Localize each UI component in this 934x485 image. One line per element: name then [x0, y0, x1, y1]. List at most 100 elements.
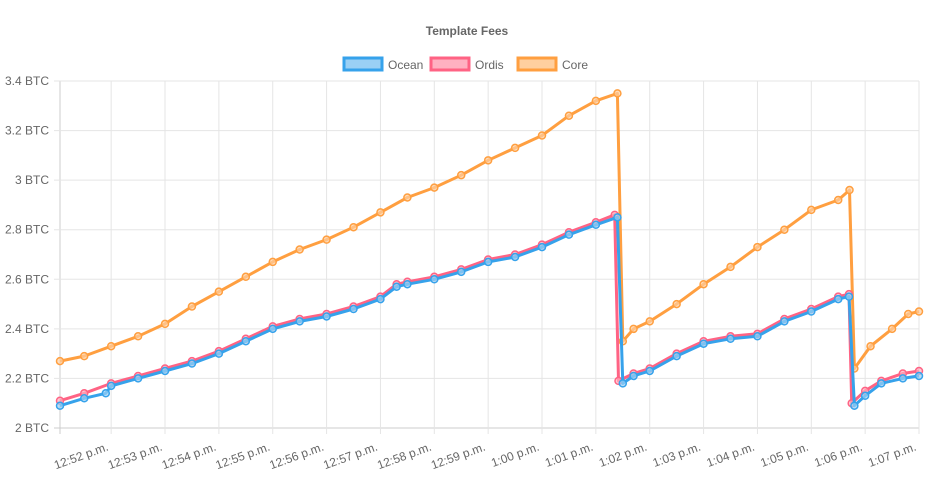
- data-point: [753, 332, 762, 341]
- data-point: [483, 257, 493, 267]
- x-tick-label: 12:56 p.m.: [268, 440, 326, 473]
- data-point: [898, 374, 908, 383]
- data-point: [55, 401, 65, 410]
- x-tick-label: 1:07 p.m.: [866, 440, 918, 470]
- data-point: [629, 324, 638, 334]
- data-point: [629, 371, 638, 381]
- data-point: [613, 213, 622, 222]
- data-point: [376, 294, 385, 304]
- data-point: [241, 337, 251, 346]
- data-point: [726, 334, 735, 344]
- y-tick-label: 3.2 BTC: [5, 124, 49, 138]
- data-point: [780, 317, 789, 326]
- data-point: [268, 257, 277, 267]
- data-point: [866, 341, 875, 351]
- y-tick-label: 2.2 BTC: [5, 371, 49, 385]
- data-point: [807, 205, 816, 215]
- x-tick-label: 12:54 p.m.: [160, 440, 218, 473]
- data-point: [456, 170, 466, 180]
- data-point: [349, 222, 358, 232]
- data-point: [160, 366, 170, 376]
- data-point: [295, 317, 304, 326]
- data-point: [392, 282, 401, 291]
- data-point: [510, 252, 520, 262]
- data-point: [133, 374, 143, 383]
- y-tick-label: 3 BTC: [15, 173, 49, 187]
- x-tick-label: 1:01 p.m.: [543, 440, 595, 470]
- data-point: [483, 156, 493, 165]
- data-point: [844, 292, 854, 301]
- legend: Ocean Ordis Core: [342, 56, 588, 72]
- data-point: [753, 242, 762, 252]
- data-point: [672, 351, 681, 361]
- data-point: [214, 287, 224, 296]
- x-tick-label: 1:04 p.m.: [705, 440, 757, 470]
- y-tick-label: 2 BTC: [15, 421, 49, 435]
- legend-swatch-ocean: [342, 56, 384, 72]
- x-tick-label: 12:55 p.m.: [214, 440, 272, 473]
- data-point: [403, 279, 412, 289]
- data-point: [618, 379, 628, 388]
- data-point: [914, 371, 924, 381]
- data-point: [564, 111, 574, 120]
- data-point: [322, 235, 331, 244]
- series-line-ocean: [59, 215, 920, 408]
- x-tick-label: 1:02 p.m.: [597, 440, 649, 470]
- series-line-core: [59, 91, 920, 370]
- y-tick-label: 2.4 BTC: [5, 322, 49, 336]
- y-tick-label: 3.4 BTC: [5, 74, 49, 88]
- legend-label-ordis: Ordis: [475, 58, 504, 72]
- data-point: [160, 319, 170, 329]
- data-point: [403, 193, 412, 202]
- data-point: [268, 324, 277, 334]
- data-point: [295, 245, 304, 254]
- data-point: [430, 275, 439, 284]
- data-point: [877, 379, 886, 388]
- x-tick-label: 12:53 p.m.: [106, 440, 164, 473]
- data-point: [430, 183, 439, 192]
- data-point: [241, 272, 251, 282]
- data-point: [101, 389, 111, 398]
- data-point: [645, 366, 654, 376]
- series-core: [55, 89, 924, 373]
- data-point: [106, 341, 116, 351]
- x-tick-label: 1:00 p.m.: [489, 440, 541, 470]
- data-point: [833, 195, 843, 205]
- data-point: [914, 307, 924, 316]
- data-point: [214, 349, 224, 358]
- data-point: [860, 391, 870, 401]
- data-point: [645, 317, 654, 326]
- data-point: [55, 356, 65, 366]
- data-point: [850, 401, 859, 410]
- legend-label-ocean: Ocean: [388, 58, 423, 72]
- data-point: [376, 208, 385, 217]
- data-point: [726, 262, 735, 272]
- y-tick-label: 2.8 BTC: [5, 223, 49, 237]
- data-point: [537, 242, 547, 252]
- data-point: [833, 294, 843, 304]
- data-point: [903, 309, 913, 319]
- data-point: [537, 131, 547, 140]
- y-tick-label: 2.6 BTC: [5, 272, 49, 286]
- x-tick-label: 12:59 p.m.: [429, 440, 487, 473]
- x-tick-label: 1:05 p.m.: [759, 440, 811, 470]
- data-point: [133, 332, 143, 341]
- x-tick-label: 1:06 p.m.: [812, 440, 864, 470]
- data-point: [187, 359, 197, 368]
- x-tick-label: 1:03 p.m.: [651, 440, 703, 470]
- x-tick-label: 12:52 p.m.: [52, 440, 110, 473]
- data-point: [780, 225, 789, 234]
- data-point: [187, 302, 197, 311]
- x-tick-label: 12:58 p.m.: [375, 440, 433, 473]
- series-layer: [55, 89, 924, 410]
- data-point: [613, 89, 622, 98]
- data-point: [591, 96, 601, 106]
- data-point: [845, 185, 854, 195]
- data-point: [807, 307, 816, 316]
- data-point: [79, 351, 89, 361]
- data-point: [672, 299, 681, 309]
- data-point: [699, 279, 708, 289]
- data-point: [564, 230, 574, 239]
- data-point: [591, 220, 601, 230]
